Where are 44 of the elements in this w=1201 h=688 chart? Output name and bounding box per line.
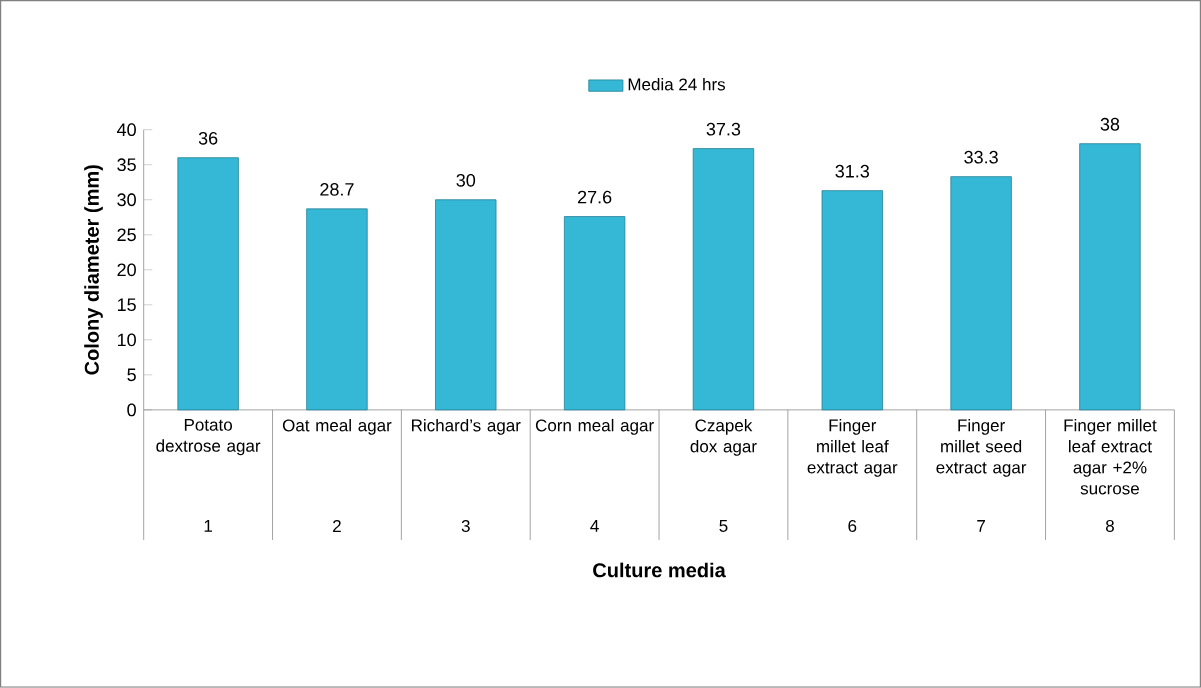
y-tick-label: 5	[127, 368, 136, 382]
x-tick-label: Finger millet leaf extract agar +2% sucrose	[1064, 419, 1157, 495]
text: 2	[333, 520, 341, 533]
y-tick-label: 15	[117, 298, 136, 312]
x-tick-label: Richard’s agar	[412, 419, 521, 435]
y-axis-title: Colony diameter (mm)	[84, 165, 103, 375]
legend-label: Media 24 hrs	[628, 78, 726, 91]
text: 37.3	[706, 122, 741, 136]
text: 36	[198, 132, 218, 145]
y-tick-label: 40	[117, 123, 136, 137]
text: 30	[456, 174, 476, 187]
y-tick-label: 0	[127, 403, 136, 417]
text: 8	[1105, 520, 1114, 533]
y-tick-label: 35	[117, 158, 136, 172]
bar	[1079, 143, 1141, 411]
bar	[692, 148, 755, 411]
x-tick-label: Czapek dox agar	[690, 419, 757, 456]
text: 38	[1100, 118, 1120, 131]
x-tick-label: Finger millet seed extract agar	[936, 419, 1027, 477]
bar	[563, 216, 626, 411]
y-tick-label: 25	[117, 228, 136, 242]
x-tick-label: Finger millet leaf extract agar	[807, 419, 898, 477]
bar	[177, 157, 239, 411]
text: 3	[461, 520, 470, 533]
bar	[950, 176, 1012, 411]
text: 1	[204, 520, 213, 532]
y-tick-label: 30	[117, 193, 136, 207]
text: 7	[977, 520, 985, 532]
text: 6	[848, 520, 857, 533]
x-tick-label: Potato dextrose agar	[156, 419, 261, 456]
y-tick-label: 10	[117, 333, 136, 347]
x-tick-label: Corn meal agar	[535, 419, 654, 435]
text: 4	[590, 520, 599, 532]
text: 28.7	[320, 183, 354, 196]
text: 5	[719, 520, 728, 533]
y-tick-label: 20	[117, 263, 136, 277]
text: 27.6	[578, 190, 612, 204]
bar	[821, 190, 883, 411]
text: 31.3	[835, 164, 870, 178]
x-tick-label: Oat meal agar	[282, 419, 392, 435]
bar	[306, 208, 368, 411]
bar	[435, 199, 497, 411]
x-axis-title: Culture media	[593, 562, 726, 578]
text: 33.3	[964, 150, 998, 164]
